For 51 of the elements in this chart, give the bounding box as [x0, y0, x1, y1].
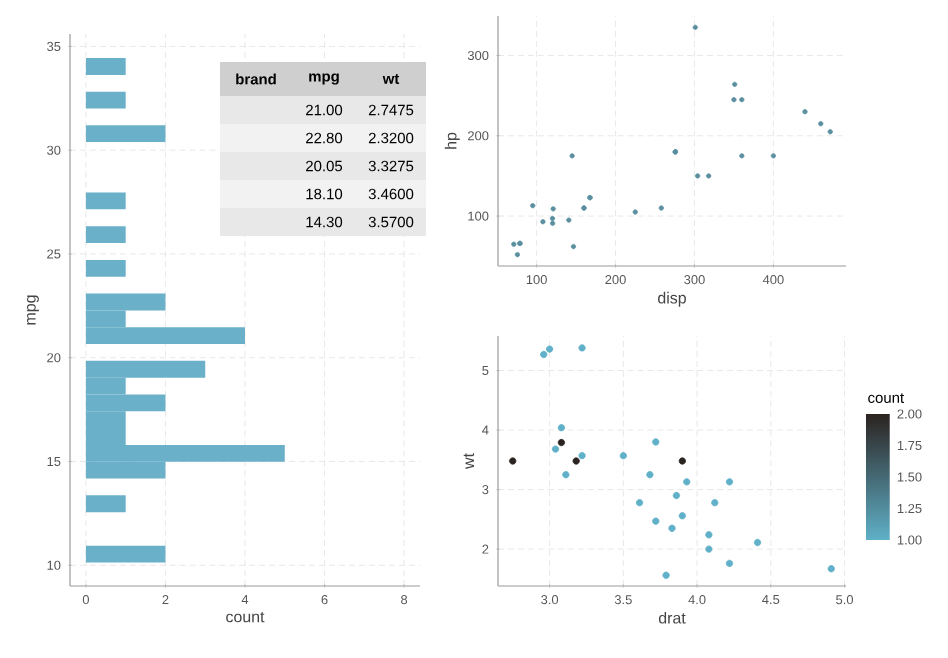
point: [678, 512, 686, 520]
point: [635, 499, 644, 507]
point: [652, 438, 660, 446]
point: [668, 524, 676, 532]
point: [739, 97, 745, 103]
point: [550, 220, 556, 226]
point: [570, 244, 577, 250]
point: [827, 565, 835, 573]
point: [678, 457, 686, 465]
point: [540, 219, 546, 225]
point: [705, 531, 713, 539]
point: [509, 457, 517, 465]
point: [572, 457, 580, 465]
point: [569, 153, 575, 159]
point: [652, 517, 660, 525]
point: [827, 129, 833, 135]
point: [578, 452, 586, 460]
point: [705, 545, 713, 553]
point: [732, 81, 738, 87]
point: [739, 153, 745, 159]
point: [692, 24, 698, 30]
point: [658, 205, 664, 211]
point: [578, 344, 586, 352]
point: [540, 350, 548, 359]
point: [566, 217, 572, 223]
point: [662, 571, 670, 579]
point: [725, 478, 734, 486]
point: [562, 471, 570, 479]
point: [557, 424, 566, 432]
point: [711, 499, 719, 507]
point: [753, 538, 762, 547]
point: [551, 445, 560, 453]
point: [802, 109, 808, 115]
point: [511, 241, 517, 247]
point: [672, 491, 681, 500]
point: [632, 209, 638, 215]
point: [818, 121, 824, 127]
point: [683, 478, 691, 486]
point: [695, 173, 701, 179]
point: [706, 173, 712, 179]
point: [546, 345, 554, 353]
point: [725, 559, 734, 567]
point: [731, 97, 737, 103]
point: [549, 215, 556, 222]
point: [646, 471, 654, 479]
point: [550, 206, 556, 212]
point: [557, 438, 566, 447]
point: [770, 153, 776, 159]
point: [514, 252, 521, 258]
point: [530, 203, 536, 209]
point: [619, 452, 627, 460]
